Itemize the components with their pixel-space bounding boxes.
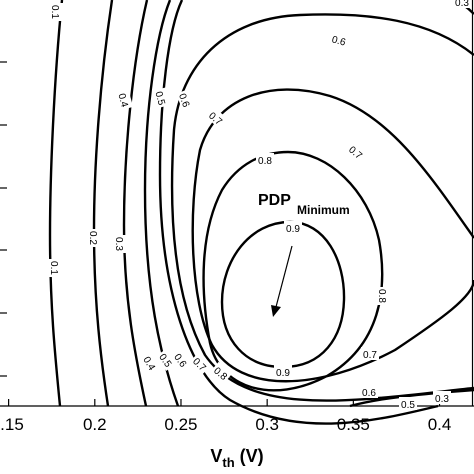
- annotation-main: PDP: [258, 192, 291, 209]
- contour-line-0.6: [170, 13, 474, 402]
- contour-label-bg: [189, 352, 212, 375]
- contour-line-0.8: [202, 150, 384, 392]
- contour-label: 0.3: [435, 394, 449, 405]
- contour-label-bg: [345, 140, 368, 163]
- contour-label-bg: [433, 391, 451, 404]
- contour-label-bg: [114, 235, 127, 253]
- contour-label: 0.6: [362, 388, 376, 399]
- contour-line-0.9: [220, 220, 346, 369]
- contour-label-bg: [176, 89, 195, 111]
- contour-line-0.7: [191, 88, 474, 383]
- contour-label-bg: [88, 229, 101, 247]
- x-tick-label: 0.3: [255, 415, 279, 434]
- contour-label-bg: [210, 361, 233, 384]
- contour-label: 0.9: [276, 368, 290, 379]
- contour-label-bg: [284, 221, 302, 234]
- contour-label-bg: [453, 0, 471, 8]
- contour-label-bg: [256, 153, 274, 166]
- contour-label: 0.6: [176, 92, 191, 109]
- contour-label-bg: [152, 87, 171, 109]
- contour-label-bg: [115, 89, 134, 111]
- x-axis-ticks: .15 0.2 0.25 0.3 0.35 0.4: [0, 399, 451, 434]
- x-axis-title: Vth (V): [210, 446, 263, 470]
- contour-label: 0.4: [115, 92, 129, 109]
- contour-label-bg: [140, 351, 161, 374]
- contour-line-0.1: [48, 0, 64, 407]
- contour-label: 0.1: [48, 261, 59, 275]
- x-tick-label: 0.35: [337, 415, 370, 434]
- contour-label: 0.8: [376, 289, 387, 303]
- contour-label: 0.3: [455, 0, 469, 9]
- x-tick-label: 0.2: [83, 415, 107, 434]
- annotation-arrow-line: [275, 245, 293, 308]
- contour-label: 0.8: [258, 156, 272, 167]
- contour-label: 0.3: [113, 237, 124, 251]
- contour-label-bg: [50, 3, 63, 21]
- contour-line-0.5: [158, 0, 439, 425]
- contour-label: 0.1: [49, 5, 60, 19]
- contour-label: 0.9: [286, 224, 300, 235]
- contour-line-0.3-bottom: [349, 388, 474, 408]
- contour-label: 0.5: [401, 400, 415, 411]
- x-axis-title-sub: th: [222, 455, 234, 470]
- x-tick-label: 0.4: [428, 415, 452, 434]
- contour-label: 0.2: [87, 231, 98, 245]
- contour-label: 0.7: [363, 350, 377, 361]
- contour-line-0.3: [122, 0, 149, 407]
- contour-label: 0.5: [152, 90, 166, 107]
- y-axis-ticks: [0, 61, 7, 377]
- x-axis-title-main: V: [210, 446, 222, 466]
- contour-label-bg: [205, 106, 228, 129]
- contour-label-bg: [361, 347, 379, 360]
- contour-lines: [48, 0, 474, 425]
- contour-label-bg: [274, 365, 292, 378]
- contour-label-bg: [377, 287, 390, 305]
- contour-label-bg: [170, 348, 192, 371]
- x-tick-label: .15: [0, 415, 24, 434]
- annotation-arrow-head: [271, 305, 281, 317]
- pdp-minimum-annotation: PDP Minimum: [258, 192, 350, 317]
- contour-label-bg: [49, 259, 62, 277]
- contour-label-bg: [399, 397, 417, 410]
- contour-label: 0.6: [330, 34, 347, 48]
- contour-label-bg: [155, 348, 177, 371]
- contour-labels: 0.10.10.2 0.30.40.4 0.50.50.50.60.60.60.60…: [48, 0, 471, 411]
- x-tick-label: 0.25: [164, 415, 197, 434]
- contour-line-0.2: [92, 0, 114, 407]
- contour-label-bg: [328, 30, 350, 49]
- annotation-subscript: Minimum: [297, 203, 350, 217]
- x-axis-title-unit: (V): [235, 446, 264, 466]
- contour-label-bg: [360, 385, 378, 398]
